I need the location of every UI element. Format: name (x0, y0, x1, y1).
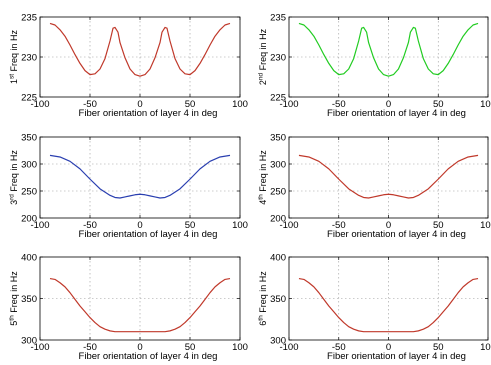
x-tick-label: 100 (480, 220, 491, 231)
y-label-text: Freq in Hz (9, 271, 19, 316)
series-line (49, 277, 231, 333)
y-tick-label: 300 (270, 160, 286, 171)
y-axis-label: 6th Freq in Hz (258, 271, 269, 326)
y-label-number: 2 (258, 80, 268, 85)
y-axis-label: 4th Freq in Hz (258, 150, 269, 205)
y-label-text: Freq in Hz (258, 28, 268, 73)
y-tick-label: 235 (270, 13, 286, 24)
x-tick-label: -50 (332, 99, 346, 110)
y-tick-label: 200 (270, 214, 286, 225)
y-label-text: Freq in Hz (258, 271, 268, 316)
x-tick-label: -100 (30, 99, 49, 110)
y-tick-label: 400 (270, 253, 286, 264)
x-axis-label: Fiber orientation of layer 4 in deg (79, 351, 218, 362)
y-label-ordinal: th (258, 315, 265, 321)
x-tick-label: 0 (386, 342, 391, 353)
series-line (298, 22, 479, 77)
x-tick-label: 50 (185, 220, 196, 231)
y-label-text: Freq in Hz (9, 29, 19, 74)
x-tick-label: -50 (83, 342, 97, 353)
y-tick-label: 350 (270, 294, 286, 305)
x-tick-label: 100 (232, 99, 248, 110)
x-tick-label: 0 (386, 220, 391, 231)
y-tick-label: 225 (21, 93, 37, 104)
y-tick-label: 400 (21, 253, 37, 264)
y-tick-label: 230 (21, 53, 37, 64)
y-label-ordinal: nd (258, 73, 265, 81)
series-line (298, 154, 479, 199)
y-label-text: Freq in Hz (258, 150, 268, 195)
x-axis-label: Fiber orientation of layer 4 in deg (327, 108, 466, 119)
x-tick-label: 50 (185, 99, 196, 110)
y-axis-label: 3rd Freq in Hz (9, 150, 20, 205)
x-tick-label: 100 (232, 220, 248, 231)
x-tick-label: 50 (433, 220, 444, 231)
y-label-number: 4 (258, 200, 268, 205)
x-tick-label: -100 (279, 342, 298, 353)
x-axis-label: Fiber orientation of layer 4 in deg (79, 229, 218, 240)
subplot-3: -100 -50 0 50 100 200 250 300 350 Fiber orientati… (9, 133, 248, 241)
y-label-text: Freq in Hz (9, 150, 19, 195)
x-tick-label: 0 (137, 342, 142, 353)
x-tick-label: -50 (83, 220, 97, 231)
x-tick-label: 100 (480, 99, 491, 110)
y-label-ordinal: th (9, 315, 16, 321)
y-tick-label: 250 (21, 187, 37, 198)
series-line (49, 154, 231, 199)
y-tick-label: 350 (21, 133, 37, 144)
x-tick-label: -100 (30, 342, 49, 353)
y-label-ordinal: th (258, 194, 265, 200)
subplot-4: -100 -50 0 50 100 200 250 300 350 Fiber orientati… (258, 133, 491, 241)
y-label-ordinal: st (9, 74, 16, 79)
y-tick-label: 300 (21, 336, 37, 347)
subplot-6: -100 -50 0 50 100 300 350 400 Fiber orientation … (258, 253, 491, 363)
y-label-number: 1 (9, 79, 19, 84)
y-label-number: 6 (258, 321, 268, 326)
y-tick-label: 350 (270, 133, 286, 144)
x-tick-label: 100 (232, 342, 248, 353)
y-tick-label: 200 (21, 214, 37, 225)
y-tick-label: 350 (21, 294, 37, 305)
y-axis-label: 5th Freq in Hz (9, 271, 20, 326)
y-axis-label: 1st Freq in Hz (9, 29, 20, 84)
y-tick-label: 300 (21, 160, 37, 171)
subplot-1: -100 -50 0 50 100 225 230 235 Fiber orientation … (9, 13, 248, 120)
series-line (49, 22, 231, 77)
y-tick-label: 250 (270, 187, 286, 198)
x-tick-label: 0 (137, 99, 142, 110)
x-tick-label: 0 (137, 220, 142, 231)
x-axis-label: Fiber orientation of layer 4 in deg (79, 108, 218, 119)
x-axis-label: Fiber orientation of layer 4 in deg (327, 351, 466, 362)
x-tick-label: 100 (480, 342, 491, 353)
x-tick-label: -100 (279, 220, 298, 231)
x-axis-label: Fiber orientation of layer 4 in deg (327, 229, 466, 240)
y-tick-label: 300 (270, 336, 286, 347)
series-line (298, 277, 479, 333)
subplot-2: -100 -50 0 50 100 225 230 235 Fiber orientation … (258, 13, 491, 120)
x-tick-label: -50 (332, 342, 346, 353)
subplot-5: -100 -50 0 50 100 300 350 400 Fiber orientation … (9, 253, 248, 363)
y-label-number: 3 (9, 200, 19, 205)
y-axis-label: 2nd Freq in Hz (258, 28, 269, 85)
y-label-ordinal: rd (9, 194, 16, 200)
y-tick-label: 230 (270, 53, 286, 64)
y-tick-label: 225 (270, 93, 286, 104)
x-tick-label: -100 (30, 220, 49, 231)
y-tick-label: 235 (21, 13, 37, 24)
x-tick-label: 50 (433, 99, 444, 110)
x-tick-label: 50 (185, 342, 196, 353)
x-tick-label: -100 (279, 99, 298, 110)
x-tick-label: -50 (83, 99, 97, 110)
x-tick-label: 50 (433, 342, 444, 353)
x-tick-label: 0 (386, 99, 391, 110)
y-label-number: 5 (9, 321, 19, 326)
x-tick-label: -50 (332, 220, 346, 231)
